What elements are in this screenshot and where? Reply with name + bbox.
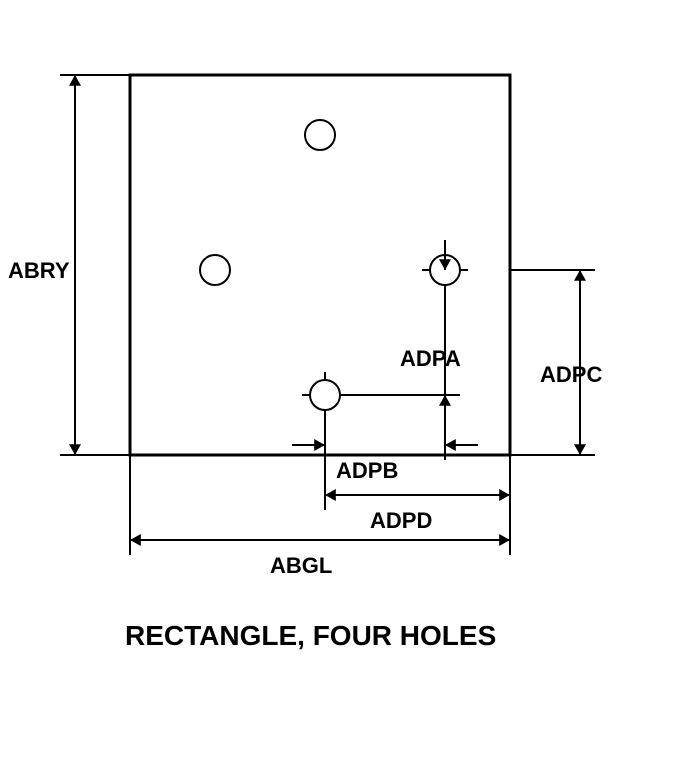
diagram-canvas: ABRY ABGL ADPA ADPB ADPC ADPD RECTANGLE,… bbox=[0, 0, 682, 760]
dim-label-abry: ABRY bbox=[8, 258, 70, 284]
dim-label-adpb: ADPB bbox=[336, 458, 398, 484]
dim-label-adpc: ADPC bbox=[540, 362, 602, 388]
figure-caption: RECTANGLE, FOUR HOLES bbox=[125, 620, 496, 652]
dim-label-adpa: ADPA bbox=[400, 346, 461, 372]
dim-label-abgl: ABGL bbox=[270, 553, 332, 579]
dim-label-adpd: ADPD bbox=[370, 508, 432, 534]
